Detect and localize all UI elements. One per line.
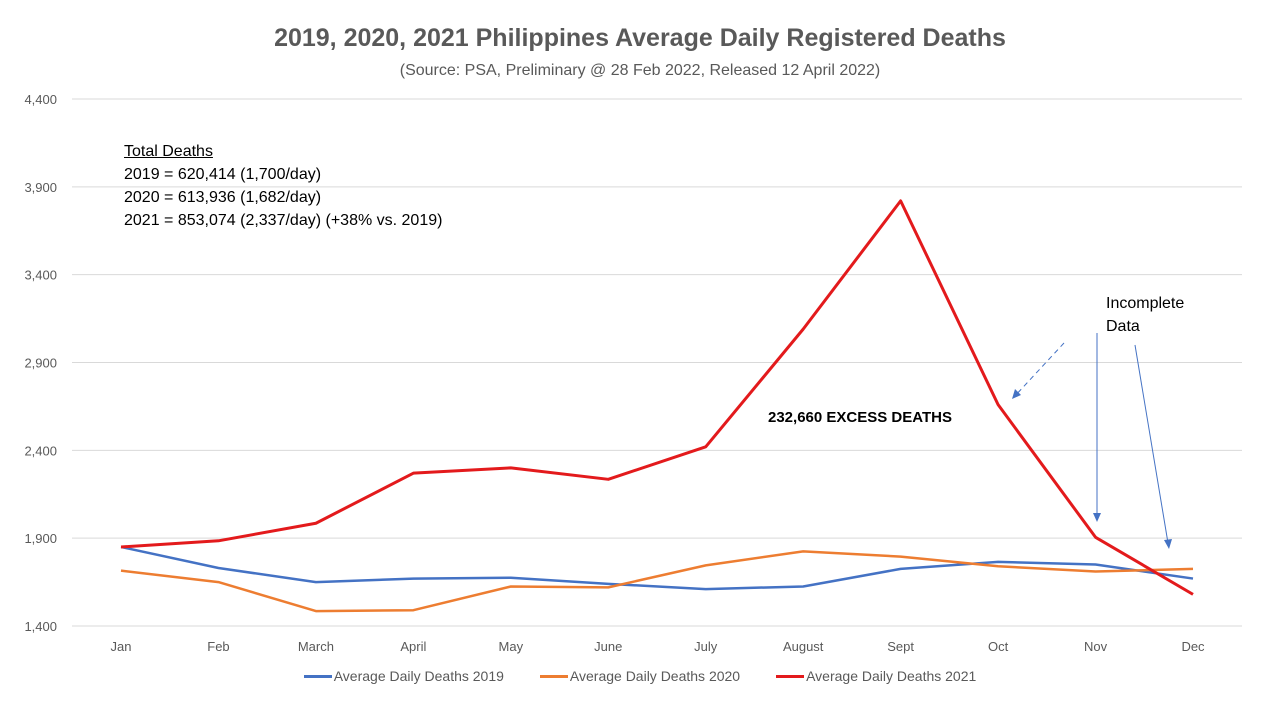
legend-item-2020: Average Daily Deaths 2020	[539, 668, 741, 684]
series-line-2020	[120, 550, 1194, 613]
x-axis-ticks: Jan Feb March April May June July August Sept Oct…	[111, 639, 1206, 654]
totals-line-2021: 2021 = 853,074 (2,337/day) (+38% vs. 201…	[124, 212, 443, 229]
totals-heading: Total Deaths	[124, 143, 213, 160]
x-tick-label: August	[783, 639, 824, 654]
series-line-2021	[120, 199, 1194, 596]
excess-arrowhead	[1012, 389, 1021, 399]
totals-annotation: Total Deaths 2019 = 620,414 (1,700/day) …	[124, 140, 442, 232]
x-tick-label: Dec	[1181, 639, 1205, 654]
incomplete-line-1: Incomplete	[1106, 295, 1185, 312]
legend-label-2019: Average Daily Deaths 2019	[333, 668, 504, 684]
y-axis-ticks: 1,400 1,900 2,400 2,900 3,400 3,900 4,400	[24, 92, 57, 634]
y-tick-label: 4,400	[24, 92, 57, 107]
y-tick-label: 3,900	[24, 180, 57, 195]
chart-title: 2019, 2020, 2021 Philippines Average Dai…	[274, 24, 1006, 52]
series-line-2019	[120, 545, 1194, 591]
legend-label-2021: Average Daily Deaths 2021	[806, 668, 977, 684]
y-tick-label: 3,400	[24, 268, 57, 283]
gridlines	[72, 98, 1242, 627]
chart-legend: Average Daily Deaths 2019 Average Daily …	[0, 668, 1280, 684]
nov-arrowhead	[1093, 513, 1101, 522]
excess-deaths-label: 232,660 EXCESS DEATHS	[768, 409, 952, 426]
x-tick-label: Feb	[207, 639, 229, 654]
y-tick-label: 2,900	[24, 356, 57, 371]
annotation-arrows	[1012, 333, 1172, 549]
x-tick-label: Jan	[111, 639, 132, 654]
legend-label-2020: Average Daily Deaths 2020	[569, 668, 741, 684]
dec-arrowhead	[1164, 539, 1172, 549]
x-tick-label: Sept	[887, 639, 914, 654]
x-tick-label: March	[298, 639, 334, 654]
y-tick-label: 2,400	[24, 443, 57, 458]
legend-swatch-2019	[303, 674, 332, 678]
x-tick-label: July	[694, 639, 718, 654]
x-tick-label: May	[499, 639, 524, 654]
x-tick-label: Nov	[1084, 639, 1108, 654]
excess-arrow	[1013, 342, 1065, 398]
incomplete-line-2: Data	[1106, 318, 1140, 335]
series-lines	[120, 199, 1194, 613]
legend-swatch-2020	[539, 674, 568, 678]
legend-item-2021: Average Daily Deaths 2021	[776, 668, 976, 684]
x-tick-label: Oct	[988, 639, 1009, 654]
x-tick-label: April	[400, 639, 426, 654]
x-tick-label: June	[594, 639, 622, 654]
dec-arrow	[1134, 344, 1169, 544]
totals-line-2019: 2019 = 620,414 (1,700/day)	[124, 166, 322, 183]
incomplete-data-label: Incomplete Data	[1106, 292, 1184, 338]
legend-swatch-2021	[776, 674, 805, 678]
legend-item-2019: Average Daily Deaths 2019	[303, 668, 504, 684]
chart-subtitle: (Source: PSA, Preliminary @ 28 Feb 2022,…	[399, 62, 881, 79]
totals-line-2020: 2020 = 613,936 (1,682/day)	[124, 189, 322, 206]
y-tick-label: 1,900	[24, 531, 57, 546]
y-tick-label: 1,400	[24, 619, 57, 634]
